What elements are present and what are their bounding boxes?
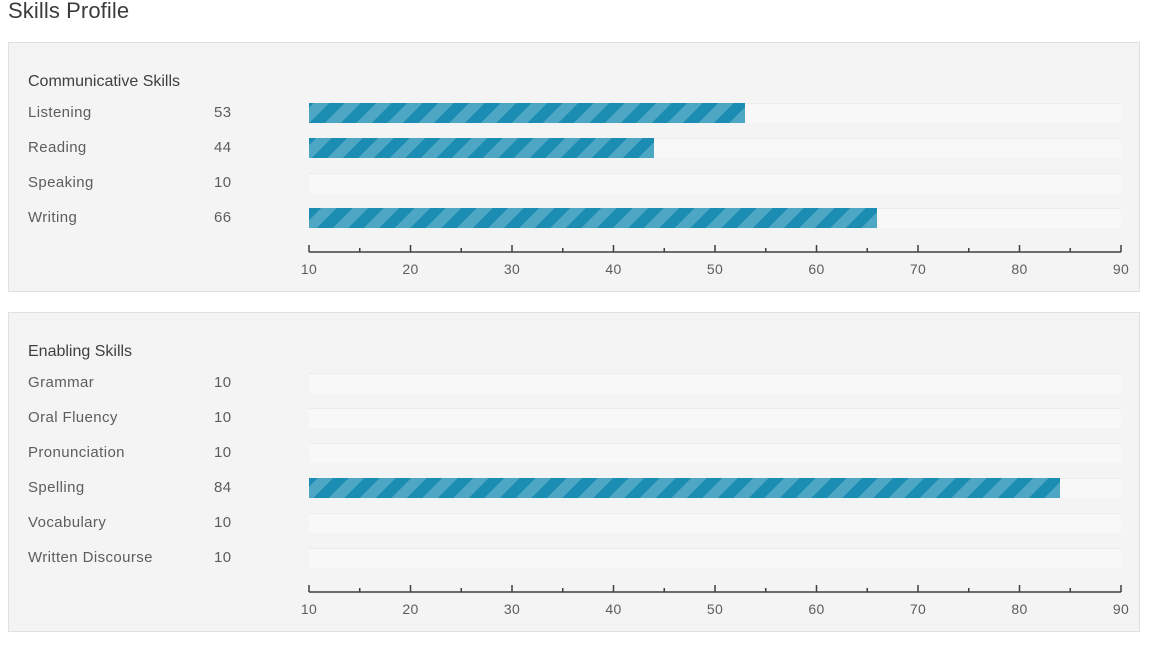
skill-label: Oral Fluency: [28, 409, 118, 426]
axis-tick-label: 50: [707, 601, 723, 617]
axis-tick-label: 10: [301, 261, 317, 277]
axis-tick-label: 40: [605, 261, 621, 277]
skill-label: Grammar: [28, 374, 95, 391]
skill-row: Reading 44: [9, 137, 1139, 159]
score-bar-track: [309, 443, 1121, 463]
x-axis: 10 20 30 40 50 60 70 80 90: [301, 245, 1129, 277]
score-bar-track: [309, 513, 1121, 533]
skill-row: Pronunciation 10: [9, 442, 1139, 464]
section-title: Enabling Skills: [28, 343, 133, 360]
score-bar-track: [309, 548, 1121, 568]
skill-label: Speaking: [28, 174, 94, 191]
skill-label: Listening: [28, 104, 92, 121]
skill-score: 53: [214, 104, 232, 121]
axis-tick-label: 90: [1113, 601, 1129, 617]
skill-score: 66: [214, 209, 232, 226]
axis-tick-label: 50: [707, 261, 723, 277]
skill-row: Vocabulary 10: [9, 512, 1139, 534]
skill-label: Reading: [28, 139, 87, 156]
enabling-skills-panel: Enabling Skills Grammar 10 Oral Fluency 10 P…: [8, 312, 1140, 632]
axis-tick-label: 10: [301, 601, 317, 617]
skill-row: Spelling 84: [9, 477, 1139, 499]
axis-tick-label: 90: [1113, 261, 1129, 277]
skill-score: 44: [214, 139, 232, 156]
score-bar-track: [309, 173, 1121, 193]
skill-row: Written Discourse 10: [9, 547, 1139, 569]
score-bar-track: [309, 408, 1121, 428]
axis-tick-label: 80: [1011, 261, 1027, 277]
axis-tick-label: 60: [808, 261, 824, 277]
skill-score: 10: [214, 174, 232, 191]
score-bar: [309, 478, 1061, 498]
skill-row: Writing 66: [9, 207, 1139, 229]
x-axis: 10 20 30 40 50 60 70 80 90: [301, 585, 1129, 617]
skill-label: Spelling: [28, 479, 85, 496]
skill-score: 10: [214, 514, 232, 531]
axis-tick-label: 80: [1011, 601, 1027, 617]
axis-tick-label: 30: [504, 601, 520, 617]
section-title: Communicative Skills: [28, 73, 181, 90]
skill-row: Listening 53: [9, 102, 1139, 124]
score-bar: [309, 208, 878, 228]
communicative-skills-panel: Communicative Skills Listening 53 Reading 4…: [8, 42, 1140, 292]
skill-label: Written Discourse: [28, 549, 153, 566]
page-title: Skills Profile: [8, 0, 130, 23]
axis-tick-label: 70: [910, 261, 926, 277]
skill-label: Pronunciation: [28, 444, 125, 461]
score-bar: [309, 138, 655, 158]
score-bar: [309, 103, 746, 123]
skill-label: Vocabulary: [28, 514, 107, 531]
skill-score: 10: [214, 444, 232, 461]
skill-label: Writing: [28, 209, 78, 226]
axis-tick-label: 40: [605, 601, 621, 617]
skill-score: 84: [214, 479, 232, 496]
skill-score: 10: [214, 374, 232, 391]
skill-score: 10: [214, 549, 232, 566]
axis-tick-label: 30: [504, 261, 520, 277]
axis-tick-label: 70: [910, 601, 926, 617]
axis-tick-label: 20: [402, 601, 418, 617]
skill-row: Oral Fluency 10: [9, 407, 1139, 429]
skill-row: Speaking 10: [9, 172, 1139, 194]
axis-tick-label: 60: [808, 601, 824, 617]
score-bar-track: [309, 373, 1121, 393]
skill-score: 10: [214, 409, 232, 426]
axis-tick-label: 20: [402, 261, 418, 277]
skill-row: Grammar 10: [9, 372, 1139, 394]
